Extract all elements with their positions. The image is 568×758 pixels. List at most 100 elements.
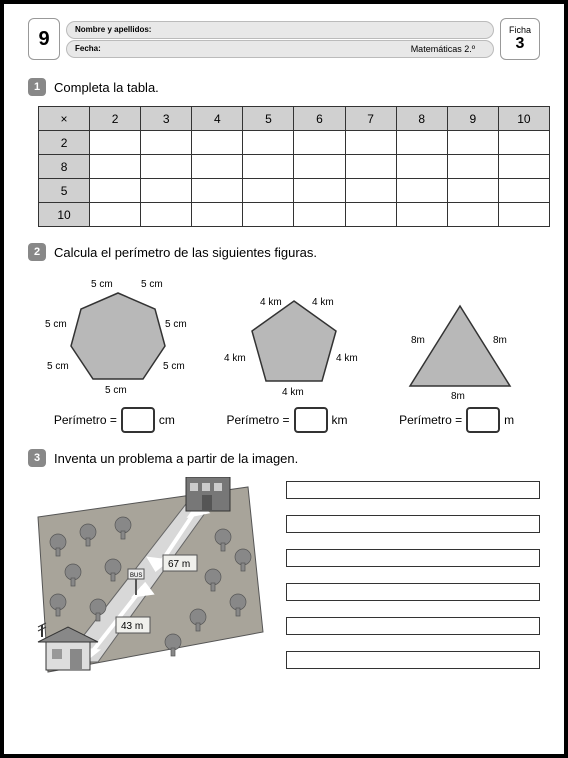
edge-label: 4 km xyxy=(224,353,246,364)
table-cell[interactable] xyxy=(141,131,192,155)
edge-label: 8m xyxy=(493,335,507,346)
ficha-number: 3 xyxy=(516,35,525,53)
edge-label: 5 cm xyxy=(163,361,185,372)
unit-label: cm xyxy=(159,413,175,427)
scene-illustration: BUS 67 m 43 m xyxy=(28,477,268,677)
table-cell[interactable] xyxy=(294,179,345,203)
table-cell[interactable] xyxy=(498,131,549,155)
table-cell[interactable] xyxy=(141,179,192,203)
table-cell[interactable] xyxy=(90,179,141,203)
perimeter-label: Perímetro = xyxy=(54,413,117,427)
table-cell[interactable] xyxy=(294,203,345,227)
table-cell[interactable] xyxy=(498,179,549,203)
distance-1: 67 m xyxy=(168,559,190,570)
col-header: 10 xyxy=(498,107,549,131)
multiplication-table: × 2 3 4 5 6 7 8 9 10 2 8 5 10 xyxy=(38,106,550,227)
table-cell[interactable] xyxy=(192,155,243,179)
edge-label: 4 km xyxy=(312,297,334,308)
perimeter-heptagon: Perímetro = cm xyxy=(54,407,175,433)
pentagon-shape: 4 km 4 km 4 km 4 km 4 km xyxy=(224,281,364,401)
table-cell[interactable] xyxy=(141,155,192,179)
answer-box[interactable] xyxy=(294,407,328,433)
table-cell[interactable] xyxy=(192,179,243,203)
write-line[interactable] xyxy=(286,515,540,533)
table-cell[interactable] xyxy=(447,155,498,179)
name-field-row: Nombre y apellidos: xyxy=(66,21,494,39)
heptagon-shape: 5 cm 5 cm 5 cm 5 cm 5 cm 5 cm 5 cm xyxy=(43,271,193,401)
table-cell[interactable] xyxy=(396,179,447,203)
row-header: 2 xyxy=(39,131,90,155)
answer-box[interactable] xyxy=(466,407,500,433)
table-cell[interactable] xyxy=(192,131,243,155)
exercise-2-badge: 2 xyxy=(28,243,46,261)
col-header: 4 xyxy=(192,107,243,131)
col-header: 2 xyxy=(90,107,141,131)
table-cell[interactable] xyxy=(447,131,498,155)
table-cell[interactable] xyxy=(396,131,447,155)
table-cell[interactable] xyxy=(345,179,396,203)
table-cell[interactable] xyxy=(498,203,549,227)
edge-label: 5 cm xyxy=(105,385,127,396)
table-cell[interactable] xyxy=(447,203,498,227)
table-cell[interactable] xyxy=(396,155,447,179)
worksheet-header: 9 Nombre y apellidos: Fecha: Matemáticas… xyxy=(28,18,540,60)
table-cell[interactable] xyxy=(243,203,294,227)
unit-label: km xyxy=(332,413,348,427)
edge-label: 5 cm xyxy=(141,279,163,290)
col-header: 9 xyxy=(447,107,498,131)
triangle-shape: 8m 8m 8m xyxy=(395,291,525,401)
writing-lines xyxy=(286,477,540,677)
ficha-box: Ficha 3 xyxy=(500,18,540,60)
subject-label: Matemáticas 2.º xyxy=(411,44,475,54)
edge-label: 5 cm xyxy=(91,279,113,290)
unit-label: m xyxy=(504,413,514,427)
table-cell[interactable] xyxy=(294,131,345,155)
write-line[interactable] xyxy=(286,481,540,499)
edge-label: 4 km xyxy=(260,297,282,308)
perimeter-pentagon: Perímetro = km xyxy=(226,407,347,433)
col-header: 7 xyxy=(345,107,396,131)
table-cell[interactable] xyxy=(294,155,345,179)
table-cell[interactable] xyxy=(345,131,396,155)
perimeter-label: Perímetro = xyxy=(399,413,462,427)
write-line[interactable] xyxy=(286,549,540,567)
exercise-3: 3 Inventa un problema a partir de la ima… xyxy=(28,449,540,677)
date-field-row: Fecha: Matemáticas 2.º xyxy=(66,40,494,58)
table-cell[interactable] xyxy=(90,155,141,179)
table-cell[interactable] xyxy=(90,131,141,155)
answer-box[interactable] xyxy=(121,407,155,433)
row-header: 8 xyxy=(39,155,90,179)
header-fields: Nombre y apellidos: Fecha: Matemáticas 2… xyxy=(66,21,494,58)
distance-2: 43 m xyxy=(121,621,143,632)
col-header: 5 xyxy=(243,107,294,131)
table-cell[interactable] xyxy=(396,203,447,227)
col-header: 3 xyxy=(141,107,192,131)
table-cell[interactable] xyxy=(243,155,294,179)
table-cell[interactable] xyxy=(90,203,141,227)
table-cell[interactable] xyxy=(141,203,192,227)
edge-label: 5 cm xyxy=(45,319,67,330)
exercise-2: 2 Calcula el perímetro de las siguientes… xyxy=(28,243,540,433)
table-cell[interactable] xyxy=(243,179,294,203)
col-header: 6 xyxy=(294,107,345,131)
table-cell[interactable] xyxy=(447,179,498,203)
write-line[interactable] xyxy=(286,617,540,635)
exercise-1: 1 Completa la tabla. × 2 3 4 5 6 7 8 9 1… xyxy=(28,78,540,227)
edge-label: 5 cm xyxy=(47,361,69,372)
table-cell[interactable] xyxy=(498,155,549,179)
table-cell[interactable] xyxy=(345,155,396,179)
bus-sign: BUS xyxy=(130,573,142,579)
table-cell[interactable] xyxy=(192,203,243,227)
date-label: Fecha: xyxy=(75,44,101,53)
school-icon xyxy=(186,477,230,511)
edge-label: 5 cm xyxy=(165,319,187,330)
edge-label: 8m xyxy=(411,335,425,346)
exercise-1-badge: 1 xyxy=(28,78,46,96)
write-line[interactable] xyxy=(286,583,540,601)
table-cell[interactable] xyxy=(243,131,294,155)
table-cell[interactable] xyxy=(345,203,396,227)
exercise-3-badge: 3 xyxy=(28,449,46,467)
perimeter-label: Perímetro = xyxy=(226,413,289,427)
write-line[interactable] xyxy=(286,651,540,669)
edge-label: 8m xyxy=(451,391,465,401)
